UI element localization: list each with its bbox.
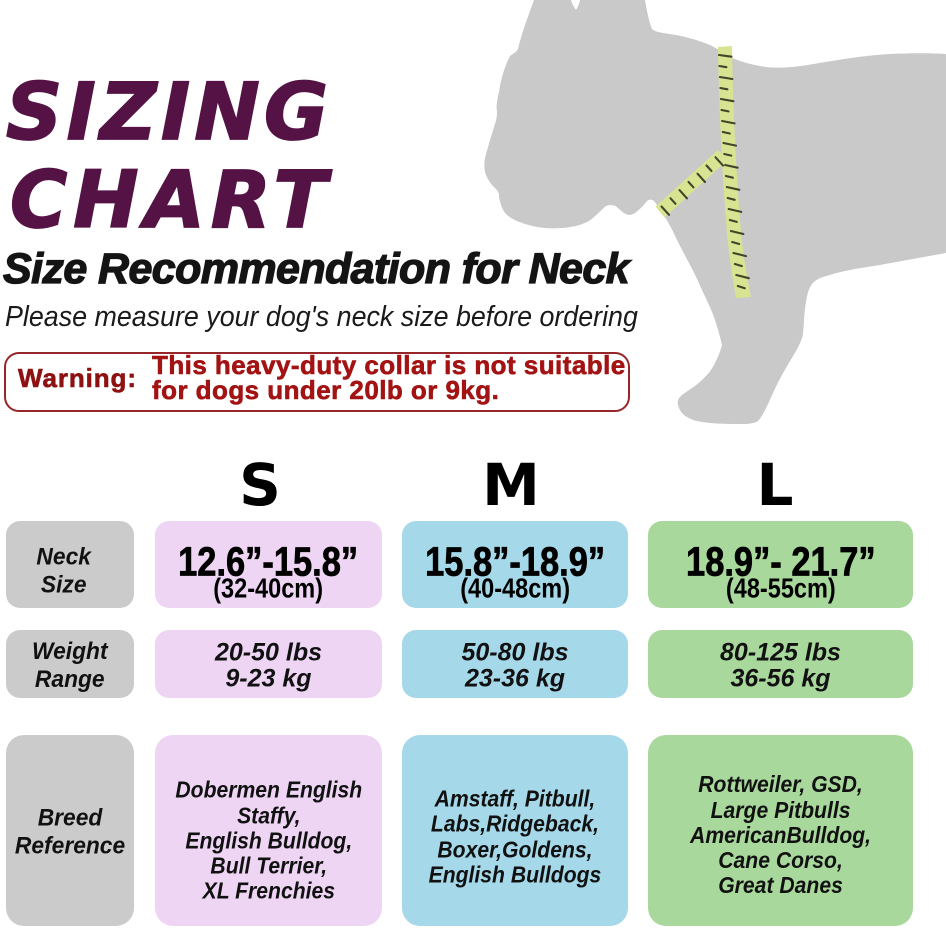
breed-line: English Bulldogs: [428, 861, 602, 888]
neck-size-value: 15.8”-18.9” (40-48cm): [425, 538, 606, 604]
row-label-line-1: Neck: [36, 543, 92, 571]
row-label-neck-size: Neck Size: [6, 521, 134, 608]
breed-line: Rottweiler, GSD,: [698, 771, 863, 798]
weight-lbs: 50-80 lbs: [461, 638, 569, 666]
cell-neck-size-m: 15.8”-18.9” (40-48cm): [402, 521, 628, 608]
row-label-line-1: Breed: [37, 804, 103, 832]
dog-silhouette-illustration: [484, 0, 946, 424]
breed-line: Dobermen English: [175, 776, 362, 803]
row-label-breed-reference: Breed Reference: [6, 735, 134, 926]
cell-weight-range-s: 20-50 lbs 9-23 kg: [155, 630, 382, 698]
warning-text-line-2: for dogs under 20lb or 9kg.: [152, 375, 500, 405]
warning-box: [4, 352, 630, 412]
row-label-line-2: Size: [41, 571, 87, 599]
breed-line: Boxer,Goldens,: [437, 835, 593, 862]
cell-neck-size-l: 18.9”- 21.7” (48-55cm): [648, 521, 913, 608]
measuring-tape-vertical: [718, 46, 751, 298]
breed-line: AmericanBulldog,: [690, 822, 871, 849]
cell-neck-size-s: 12.6”-15.8” (32-40cm): [155, 521, 382, 608]
weight-value: 80-125 lbs 36-56 kg: [720, 639, 841, 692]
weight-kg: 23-36 kg: [464, 664, 566, 693]
breed-list: Dobermen English Staffy, English Bulldog…: [175, 776, 362, 904]
weight-value: 20-50 lbs 9-23 kg: [215, 639, 322, 692]
neck-cm: (32-40cm): [213, 572, 324, 604]
neck-cm: (48-55cm): [725, 572, 836, 604]
row-label-line-2: Reference: [14, 832, 126, 860]
weight-lbs: 80-125 lbs: [720, 638, 841, 666]
column-header-m: M: [482, 451, 540, 519]
cell-breed-reference-l: Rottweiler, GSD, Large Pitbulls American…: [648, 735, 913, 926]
row-label-text: Weight Range: [32, 638, 108, 694]
breed-line: Large Pitbulls: [710, 796, 851, 823]
cell-weight-range-m: 50-80 lbs 23-36 kg: [402, 630, 628, 698]
neck-cm: (40-48cm): [460, 572, 570, 604]
neck-inches: 18.9”- 21.7”: [685, 538, 876, 585]
row-label-line-2: Range: [35, 666, 105, 694]
neck-size-value: 12.6”-15.8” (32-40cm): [178, 538, 359, 604]
page-title: SIZING CHART: [5, 68, 333, 246]
column-header-l: L: [756, 451, 794, 519]
column-header-s: S: [239, 451, 281, 519]
breed-line: Great Danes: [718, 872, 843, 899]
cell-breed-reference-s: Dobermen English Staffy, English Bulldog…: [155, 735, 382, 926]
weight-value: 50-80 lbs 23-36 kg: [461, 639, 568, 692]
row-label-weight-range: Weight Range: [6, 630, 134, 698]
breed-line: Amstaff, Pitbull,: [434, 785, 596, 812]
neck-inches: 12.6”-15.8”: [178, 538, 359, 585]
weight-lbs: 20-50 lbs: [214, 638, 322, 666]
cell-breed-reference-m: Amstaff, Pitbull, Labs,Ridgeback, Boxer,…: [402, 735, 628, 926]
row-label-line-1: Weight: [32, 638, 108, 666]
dog-body-shape: [484, 0, 946, 424]
tape-tick-marks: [660, 53, 750, 290]
breed-line: Labs,Ridgeback,: [430, 810, 600, 837]
breed-line: XL Frenchies: [202, 877, 335, 904]
breed-line: Staffy,: [236, 801, 301, 828]
measure-note: Please measure your dog's neck size befo…: [5, 301, 638, 333]
breed-list: Amstaff, Pitbull, Labs,Ridgeback, Boxer,…: [428, 785, 602, 888]
warning-text-line-1: This heavy-duty collar is not suitable: [152, 350, 626, 380]
breed-line: Cane Corso,: [718, 847, 843, 874]
row-label-text: Neck Size: [37, 543, 92, 599]
weight-kg: 36-56 kg: [730, 664, 831, 693]
cell-weight-range-l: 80-125 lbs 36-56 kg: [648, 630, 913, 698]
breed-line: English Bulldog,: [185, 827, 352, 854]
breed-list: Rottweiler, GSD, Large Pitbulls American…: [690, 771, 871, 899]
subtitle: Size Recommendation for Neck: [2, 245, 630, 293]
warning-label: Warning:: [18, 363, 137, 393]
title-line-1: SIZING: [5, 68, 333, 158]
weight-kg: 9-23 kg: [225, 664, 312, 693]
warning-text: This heavy-duty collar is not suitable f…: [152, 350, 626, 405]
neck-inches: 15.8”-18.9”: [425, 538, 606, 585]
title-line-2: CHART: [9, 156, 333, 246]
breed-line: Bull Terrier,: [210, 852, 327, 879]
row-label-text: Breed Reference: [15, 804, 125, 860]
neck-size-value: 18.9”- 21.7” (48-55cm): [685, 538, 876, 604]
